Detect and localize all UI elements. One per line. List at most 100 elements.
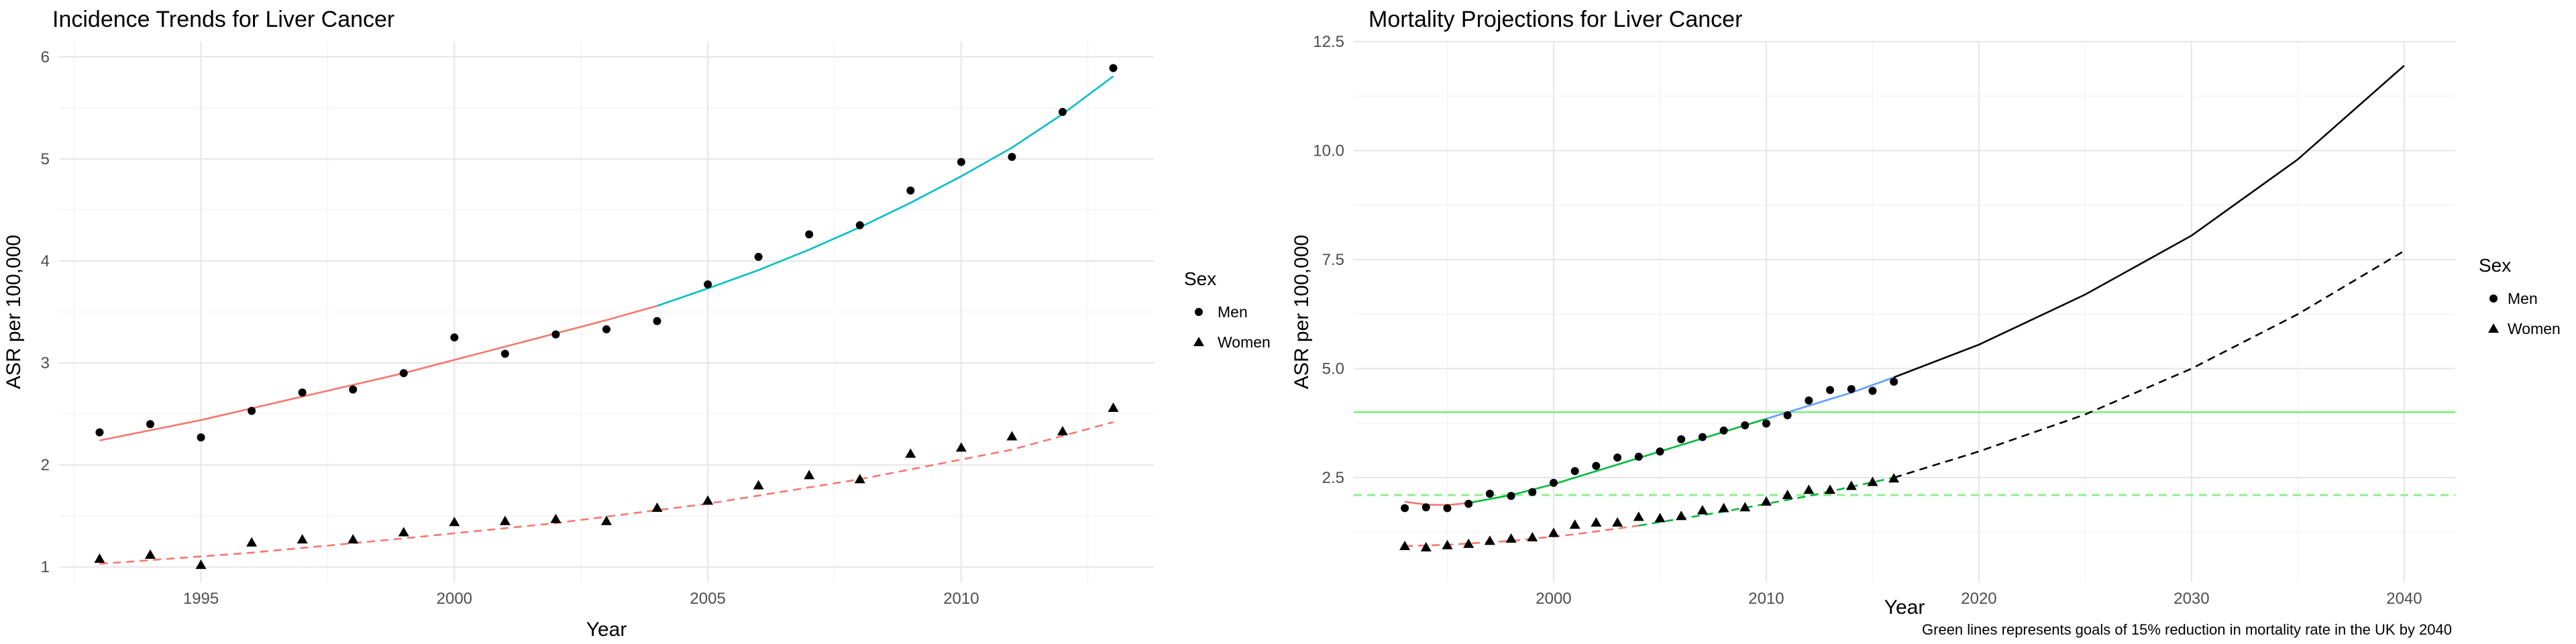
incidence-point-men: [551, 330, 560, 339]
incidence-y-tick-label: 4: [41, 252, 50, 270]
incidence-x-tick-label: 1995: [183, 590, 219, 608]
mortality-point-women: [1803, 484, 1815, 494]
mortality-point-women: [1505, 533, 1517, 543]
incidence-point-men: [754, 252, 763, 261]
mortality-point-women: [1845, 480, 1857, 490]
mortality-point-men: [1656, 447, 1664, 455]
incidence-chart-title: Incidence Trends for Liver Cancer: [52, 7, 394, 32]
incidence-point-women: [905, 448, 916, 458]
incidence-point-women: [854, 474, 865, 484]
mortality-legend-label: Women: [2508, 320, 2561, 337]
mortality-point-men: [1592, 462, 1601, 470]
mortality-point-men: [1443, 504, 1452, 513]
mortality-point-women: [1463, 538, 1474, 548]
mortality-point-men: [1507, 492, 1515, 500]
incidence-point-men: [95, 428, 104, 437]
incidence-point-men: [399, 369, 408, 378]
incidence-legend-label: Women: [1218, 333, 1271, 351]
incidence-point-women: [804, 470, 815, 480]
incidence-point-women: [651, 502, 663, 512]
incidence-legend-label: Men: [1218, 303, 1248, 321]
mortality-point-women: [1676, 511, 1687, 521]
incidence-point-women: [1108, 402, 1119, 412]
incidence-trend-line-1: [657, 75, 1114, 307]
mortality-point-men: [1890, 378, 1898, 386]
mortality-x-tick-label: 2010: [1748, 590, 1784, 608]
incidence-point-men: [704, 280, 712, 288]
incidence-point-men: [1059, 107, 1067, 116]
mortality-point-men: [1421, 503, 1430, 512]
mortality-point-men: [1570, 467, 1579, 476]
incidence-point-men: [1109, 64, 1118, 72]
mortality-point-men: [1485, 490, 1494, 498]
mortality-point-women: [1612, 517, 1623, 527]
mortality-caption: Green lines represents goals of 15% redu…: [1922, 621, 2452, 638]
mortality-y-tick-label: 10.0: [1313, 142, 1344, 160]
incidence-point-women: [246, 537, 258, 547]
mortality-trend-line-6: [1893, 250, 2405, 479]
mortality-point-women: [1527, 532, 1538, 542]
mortality-point-women: [1548, 527, 1559, 537]
incidence-point-women: [1057, 425, 1068, 435]
mortality-y-tick-label: 12.5: [1313, 33, 1344, 51]
incidence-point-women: [145, 549, 156, 559]
mortality-point-women: [1633, 511, 1644, 521]
mortality-point-men: [1868, 386, 1877, 395]
incidence-point-men: [298, 388, 307, 397]
incidence-y-tick-label: 3: [41, 354, 50, 372]
incidence-point-women: [702, 495, 714, 505]
mortality-point-men: [1847, 385, 1856, 394]
mortality-point-women: [1739, 502, 1751, 512]
incidence-point-men: [248, 407, 256, 415]
mortality-point-women: [1420, 542, 1432, 551]
mortality-point-women: [1867, 476, 1878, 486]
mortality-y-tick-label: 5.0: [1322, 360, 1344, 378]
incidence-point-men: [349, 385, 358, 394]
incidence-point-men: [500, 350, 509, 358]
mortality-point-men: [1805, 396, 1813, 405]
incidence-x-tick-label: 2010: [943, 590, 979, 608]
mortality-point-women: [1484, 535, 1495, 545]
mortality-legend-key-men: [2489, 294, 2498, 303]
incidence-point-women: [347, 534, 359, 544]
mortality-trend-line-0: [1404, 500, 1469, 506]
mortality-point-men: [1528, 488, 1537, 496]
incidence-point-men: [805, 230, 814, 239]
incidence-point-men: [906, 186, 915, 195]
incidence-y-tick-label: 6: [41, 48, 50, 66]
mortality-y-tick-label: 7.5: [1322, 251, 1344, 269]
mortality-point-women: [1718, 502, 1729, 513]
mortality-point-men: [1826, 386, 1835, 394]
incidence-point-women: [195, 559, 207, 570]
mortality-x-tick-label: 2040: [2386, 590, 2422, 608]
mortality-point-men: [1549, 478, 1558, 487]
mortality-point-women: [1760, 496, 1772, 506]
mortality-chart-title: Mortality Projections for Liver Cancer: [1368, 7, 1742, 32]
incidence-point-women: [398, 527, 409, 537]
incidence-point-women: [753, 480, 764, 490]
incidence-point-women: [449, 517, 460, 527]
mortality-trend-line-1: [1468, 418, 1767, 504]
mortality-point-men: [1741, 421, 1750, 429]
incidence-point-men: [146, 420, 154, 429]
incidence-point-women: [499, 515, 511, 525]
mortality-point-men: [1698, 433, 1707, 441]
incidence-point-women: [955, 442, 967, 452]
mortality-point-women: [1888, 473, 1900, 483]
incidence-y-tick-label: 1: [41, 558, 50, 576]
mortality-point-men: [1464, 500, 1473, 508]
incidence-point-men: [653, 317, 661, 325]
incidence-point-women: [550, 513, 561, 523]
mortality-point-men: [1783, 411, 1792, 420]
incidence-y-tick-label: 2: [41, 456, 50, 474]
incidence-trend-line-0: [99, 305, 657, 441]
incidence-x-axis-title: Year: [586, 619, 627, 641]
mortality-trend-line-4: [1405, 525, 1639, 547]
mortality-y-axis-title: ASR per 100,000: [1291, 235, 1313, 389]
incidence-point-women: [1006, 431, 1018, 441]
incidence-x-tick-label: 2005: [690, 590, 725, 608]
mortality-point-men: [1677, 435, 1686, 443]
incidence-point-women: [94, 553, 105, 564]
